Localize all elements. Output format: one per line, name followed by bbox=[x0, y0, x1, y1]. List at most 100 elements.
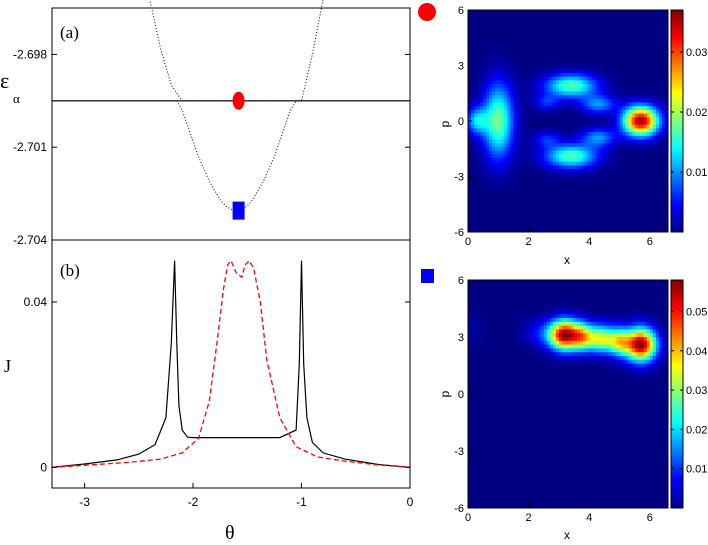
heatmap-top-cell bbox=[537, 176, 542, 181]
heatmap-top-cell bbox=[628, 76, 633, 81]
heatmap-top-cell bbox=[634, 47, 639, 52]
heatmap-top-cell bbox=[577, 21, 581, 26]
heatmap-top-cell bbox=[477, 198, 481, 203]
y-tick-label: -2.701 bbox=[13, 140, 47, 154]
heatmap-bottom-cell bbox=[510, 413, 514, 418]
heatmap-top-cell bbox=[622, 143, 626, 148]
heatmap-top-cell bbox=[522, 109, 526, 114]
heatmap-bottom-cell bbox=[480, 367, 484, 372]
heatmap-top-cell bbox=[625, 43, 630, 48]
heatmap-top-cell bbox=[640, 117, 645, 122]
heatmap-top-cell bbox=[552, 13, 557, 18]
heatmap-top-cell bbox=[513, 28, 517, 33]
heatmap-top-cell bbox=[571, 91, 575, 96]
heatmap-top-cell bbox=[604, 32, 608, 37]
heatmap-top-cell bbox=[498, 109, 502, 114]
heatmap-top-cell bbox=[568, 39, 572, 44]
heatmap-bottom-cell bbox=[468, 283, 472, 288]
heatmap-top-cell bbox=[664, 76, 669, 81]
heatmap-top-cell bbox=[664, 191, 669, 196]
heatmap-top-cell bbox=[492, 154, 496, 159]
heatmap-top-cell bbox=[528, 180, 533, 185]
heatmap-top-cell bbox=[586, 76, 590, 81]
heatmap-top-cell bbox=[525, 91, 530, 96]
heatmap-top-cell bbox=[483, 24, 487, 29]
heatmap-top-cell bbox=[574, 39, 578, 44]
heatmap-top-cell bbox=[537, 76, 542, 81]
heatmap-top-cell bbox=[622, 76, 626, 81]
heatmap-bottom-cell bbox=[471, 337, 475, 342]
heatmap-top-cell bbox=[571, 13, 575, 18]
heatmap-top-cell bbox=[564, 95, 569, 100]
heatmap-top-cell bbox=[513, 95, 517, 100]
heatmap-top-cell bbox=[628, 13, 633, 18]
heatmap-top-cell bbox=[498, 17, 502, 22]
heatmap-bottom-cell bbox=[504, 416, 508, 421]
heatmap-top-cell bbox=[658, 102, 663, 107]
heatmap-bottom-cell bbox=[507, 375, 511, 380]
heatmap-top-cell bbox=[637, 165, 642, 170]
heatmap-top-cell bbox=[537, 121, 542, 126]
heatmap-top-cell bbox=[583, 47, 587, 52]
heatmap-top-cell bbox=[643, 139, 648, 144]
heatmap-top-cell bbox=[546, 87, 551, 92]
heatmap-top-cell bbox=[501, 95, 505, 100]
heatmap-bottom-cell bbox=[489, 489, 493, 494]
heatmap-top-cell bbox=[477, 161, 481, 166]
heatmap-bottom-cell bbox=[483, 496, 487, 501]
heatmap-top-cell bbox=[468, 50, 472, 55]
heatmap-top-cell bbox=[595, 206, 599, 211]
heatmap-top-cell bbox=[589, 98, 593, 103]
heatmap-top-cell bbox=[471, 95, 475, 100]
heatmap-top-cell bbox=[468, 109, 472, 114]
heatmap-bottom-cell bbox=[471, 405, 475, 410]
heatmap-bottom-cell bbox=[513, 299, 517, 304]
heatmap-top-cell bbox=[540, 146, 545, 151]
heatmap-top-cell bbox=[468, 128, 472, 133]
heatmap-top-cell bbox=[568, 84, 572, 89]
heatmap-bottom-cell bbox=[477, 424, 481, 429]
heatmap-bottom-cell bbox=[480, 306, 484, 311]
heatmap-top-cell bbox=[616, 217, 620, 222]
heatmap-top-cell bbox=[613, 121, 617, 126]
heatmap-top-cell bbox=[561, 47, 566, 52]
heatmap-top-cell bbox=[519, 183, 523, 188]
heatmap-bottom-cell bbox=[471, 302, 475, 307]
heatmap-top-cell bbox=[561, 39, 566, 44]
heatmap-top-cell bbox=[577, 124, 581, 129]
heatmap-top-cell bbox=[607, 69, 611, 74]
heatmap-top-cell bbox=[616, 39, 620, 44]
panel-b-series-1 bbox=[51, 259, 411, 468]
heatmap-top-cell bbox=[519, 150, 523, 155]
panel-b-series-0 bbox=[51, 260, 411, 468]
heatmap-top-cell bbox=[543, 76, 548, 81]
heatmap-top-cell bbox=[652, 217, 657, 222]
heatmap-top-cell bbox=[610, 228, 614, 233]
heatmap-bottom-cell bbox=[510, 451, 514, 456]
heatmap-top-cell bbox=[558, 213, 563, 218]
heatmap-top-cell bbox=[540, 132, 545, 137]
heatmap-top-cell bbox=[571, 87, 575, 92]
heatmap-top-cell bbox=[568, 61, 572, 66]
heatmap-bottom-cell bbox=[468, 470, 472, 475]
heatmap-bottom-cell bbox=[471, 295, 475, 300]
heatmap-top-cell bbox=[477, 117, 481, 122]
heatmap-top-cell bbox=[474, 113, 478, 118]
heatmap-top-cell bbox=[468, 206, 472, 211]
heatmap-top-cell bbox=[561, 154, 566, 159]
heatmap-top-cell bbox=[468, 187, 472, 192]
heatmap-top-cell bbox=[543, 17, 548, 22]
heatmap-top-cell bbox=[592, 228, 596, 233]
heatmap-top-cell bbox=[592, 180, 596, 185]
heatmap-top-cell bbox=[604, 91, 608, 96]
heatmap-top-cell bbox=[522, 91, 526, 96]
heatmap-top-cell bbox=[637, 228, 642, 233]
heatmap-top-cell bbox=[498, 139, 502, 144]
heatmap-top-cell bbox=[501, 132, 505, 137]
heatmap-bottom-cell bbox=[477, 306, 481, 311]
heatmap-top-cell bbox=[601, 228, 605, 233]
heatmap-top-cell bbox=[592, 154, 596, 159]
heatmap-bottom-cell bbox=[501, 405, 505, 410]
heatmap-top-cell bbox=[495, 124, 499, 129]
heatmap-top-cell bbox=[583, 169, 587, 174]
